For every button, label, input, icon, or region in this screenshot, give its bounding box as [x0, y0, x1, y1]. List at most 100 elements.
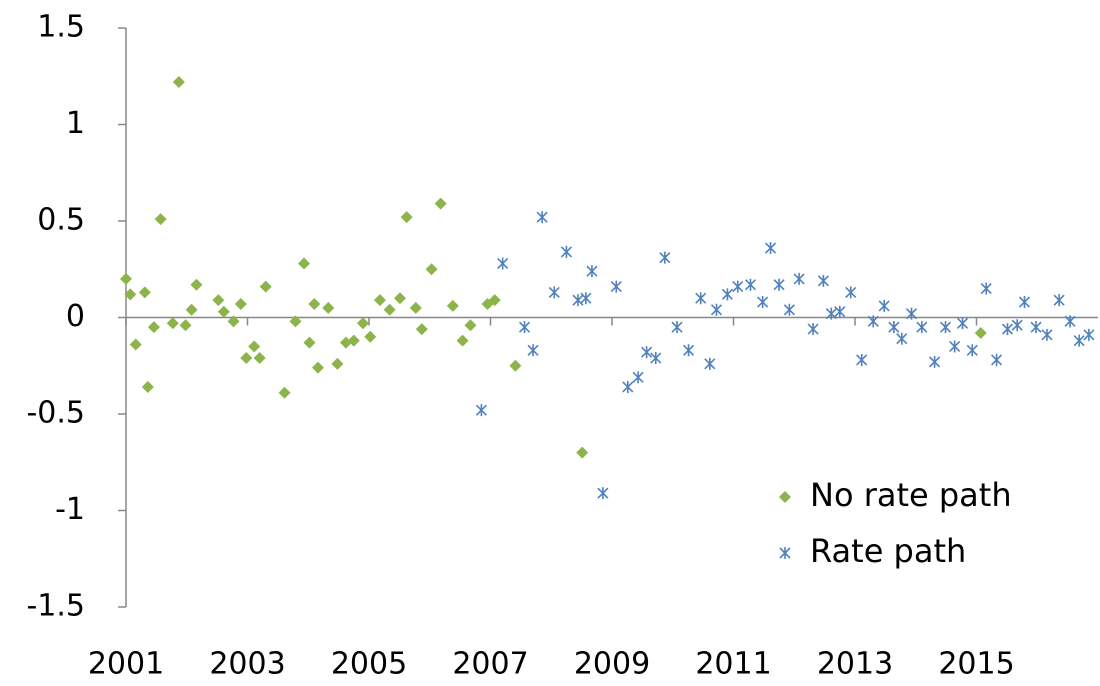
- data-point: [659, 251, 671, 264]
- data-point: [234, 297, 247, 310]
- data-point: [586, 265, 598, 278]
- data-point: [1083, 328, 1095, 341]
- data-point: [845, 286, 857, 299]
- data-point: [980, 282, 992, 295]
- data-point: [185, 303, 198, 316]
- data-point: [597, 487, 609, 500]
- data-point: [695, 292, 707, 305]
- x-tick-label: 2003: [209, 647, 285, 682]
- data-point: [190, 278, 203, 291]
- data-point: [518, 321, 531, 334]
- y-tick-label: -0.5: [26, 396, 85, 431]
- data-point: [650, 352, 662, 365]
- data-point: [400, 211, 413, 224]
- data-point: [560, 245, 573, 258]
- data-point: [834, 305, 846, 318]
- y-tick-label: -1: [55, 492, 85, 527]
- x-tick-label: 2001: [88, 647, 164, 682]
- y-tick-label: 0: [66, 299, 85, 334]
- data-point: [311, 361, 324, 374]
- data-point: [212, 294, 225, 307]
- data-point: [141, 380, 154, 393]
- data-point: [710, 303, 723, 316]
- y-tick-label: 1.5: [37, 10, 85, 45]
- legend-marker: [779, 547, 791, 559]
- data-point: [825, 307, 837, 320]
- data-point: [682, 344, 695, 357]
- data-point: [974, 326, 987, 339]
- data-point: [622, 380, 634, 393]
- data-point: [990, 353, 1003, 366]
- y-tick-label: 1: [66, 106, 85, 141]
- data-point: [356, 317, 369, 330]
- data-point: [704, 357, 716, 370]
- data-point: [373, 294, 386, 307]
- x-tick-label: 2011: [695, 647, 771, 682]
- data-point: [393, 292, 406, 305]
- data-point: [303, 336, 316, 349]
- data-point: [856, 353, 868, 366]
- data-point: [297, 257, 310, 270]
- data-point: [610, 280, 622, 293]
- data-point: [807, 323, 819, 336]
- data-point: [154, 213, 167, 226]
- data-point: [867, 315, 879, 328]
- data-point: [632, 371, 644, 384]
- data-point: [671, 321, 683, 334]
- data-point: [166, 317, 179, 330]
- data-point: [446, 299, 459, 312]
- y-tick-label: 0.5: [37, 203, 85, 238]
- data-point: [409, 301, 422, 314]
- data-point: [1053, 294, 1065, 307]
- data-point: [548, 286, 560, 299]
- data-point: [783, 303, 795, 316]
- data-point: [793, 272, 805, 285]
- data-point: [773, 278, 785, 291]
- x-tick-label: 2005: [331, 647, 407, 682]
- data-point: [383, 303, 396, 316]
- data-point: [929, 355, 941, 368]
- data-point: [425, 263, 438, 276]
- data-point: [888, 321, 900, 334]
- data-point: [878, 299, 890, 312]
- data-point: [1018, 296, 1031, 309]
- data-point: [456, 334, 469, 347]
- data-point: [331, 357, 344, 370]
- data-point: [475, 404, 487, 417]
- data-point: [509, 359, 522, 372]
- data-point: [764, 242, 777, 255]
- data-point: [1001, 323, 1014, 336]
- data-point: [120, 272, 132, 285]
- data-point: [732, 280, 744, 293]
- data-point: [308, 297, 321, 310]
- data-point: [721, 288, 733, 301]
- data-point: [817, 274, 829, 287]
- data-point: [896, 332, 908, 345]
- y-tick-label: -1.5: [26, 589, 85, 624]
- data-point: [527, 344, 539, 357]
- x-tick-label: 2015: [938, 647, 1014, 682]
- data-point: [1073, 334, 1085, 347]
- x-tick-label: 2013: [817, 647, 893, 682]
- data-point: [278, 386, 291, 399]
- x-tick-label: 2007: [452, 647, 528, 682]
- data-point: [956, 317, 969, 330]
- data-point: [488, 294, 501, 307]
- data-point: [227, 315, 240, 328]
- data-point: [259, 280, 272, 293]
- data-point: [576, 446, 589, 459]
- data-point: [1030, 321, 1042, 334]
- data-point: [641, 346, 653, 359]
- data-point: [464, 319, 477, 332]
- data-point: [248, 340, 261, 353]
- data-point: [138, 286, 151, 299]
- data-point: [129, 338, 142, 351]
- data-point: [289, 315, 302, 328]
- data-point: [757, 296, 769, 309]
- data-point: [253, 352, 266, 365]
- data-point: [966, 344, 978, 357]
- legend-marker: [779, 491, 791, 503]
- data-point: [1041, 328, 1053, 341]
- data-point: [497, 257, 509, 270]
- data-point: [580, 292, 592, 305]
